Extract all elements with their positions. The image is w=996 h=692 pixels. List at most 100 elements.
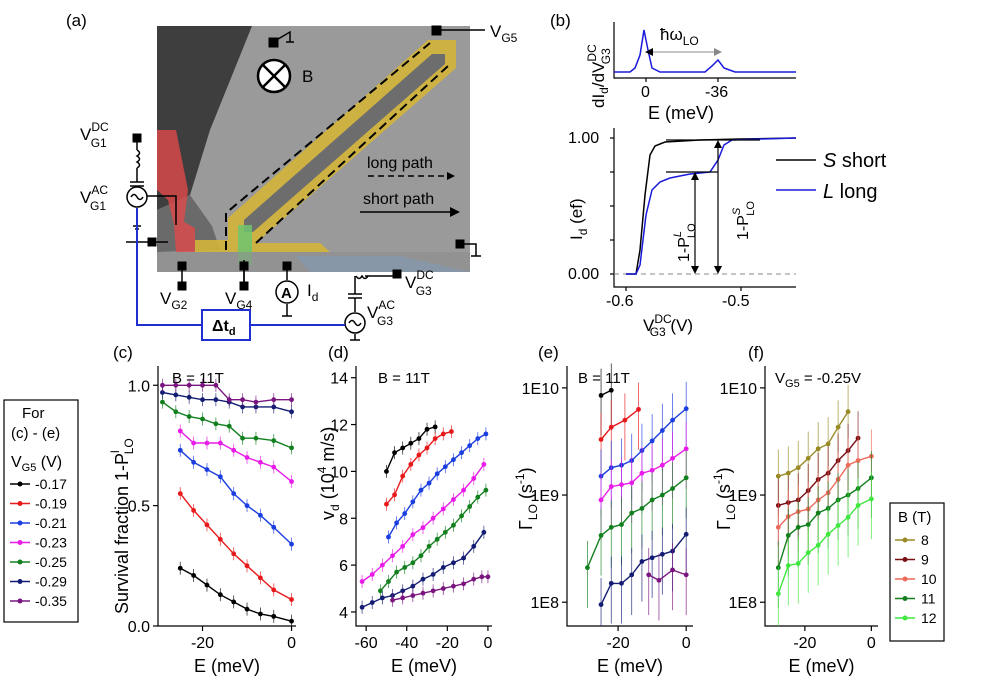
inner-channel	[244, 54, 445, 232]
data-point	[289, 409, 294, 415]
svg-text:-0.6: -0.6	[606, 293, 634, 310]
panel-label-d: (d)	[328, 343, 349, 362]
data-point	[451, 457, 456, 463]
data-point	[271, 524, 277, 530]
data-point	[200, 397, 205, 403]
svg-text:0: 0	[641, 84, 650, 101]
svg-text:0.00: 0.00	[568, 266, 599, 283]
data-point	[430, 515, 436, 521]
data-point	[845, 462, 851, 468]
y-axis-label: ΓLO (s-1)	[513, 467, 540, 530]
data-point	[646, 572, 652, 578]
data-point	[217, 536, 223, 542]
data-point	[598, 393, 604, 398]
legend-ce-label: -0.23	[35, 535, 67, 551]
legend-f-label: 11	[921, 591, 936, 607]
data-point	[394, 520, 399, 526]
y-tick-label: 1E8	[729, 595, 758, 612]
data-point	[217, 592, 223, 598]
y-tick-label: 1E9	[729, 488, 758, 505]
data-point	[289, 445, 294, 451]
data-point	[390, 597, 395, 603]
data-point	[204, 582, 210, 588]
data-point	[442, 464, 448, 470]
legend-ce-marker	[17, 540, 23, 545]
data-point	[670, 567, 675, 573]
data-point	[775, 473, 781, 479]
gate-g1	[157, 130, 195, 252]
data-point	[855, 503, 861, 508]
axis-frame	[566, 366, 693, 627]
data-point	[855, 458, 861, 463]
data-point	[608, 580, 614, 586]
y-tick-label: 6	[339, 558, 348, 575]
data-point	[430, 588, 436, 594]
data-point	[424, 445, 430, 451]
data-point	[160, 390, 165, 395]
legend-ce-marker	[17, 559, 23, 565]
data-point	[805, 455, 811, 461]
svg-text:VG4: VG4	[225, 289, 253, 312]
data-point	[213, 397, 219, 403]
legend-ce-label: -0.29	[35, 574, 67, 590]
data-point	[424, 426, 430, 432]
data-point	[377, 588, 383, 594]
data-point	[619, 522, 624, 528]
data-point	[481, 461, 487, 467]
data-point	[629, 572, 635, 578]
data-point	[461, 487, 466, 493]
series-line-10	[777, 455, 872, 528]
data-point	[410, 499, 416, 505]
data-point	[289, 597, 294, 602]
data-point	[795, 465, 801, 471]
data-point	[432, 436, 438, 442]
data-point	[434, 536, 440, 542]
data-point	[177, 428, 183, 434]
chart-f: 1E8 1E9 1E10 -20 0 E (meV) VG5 = -0.25V ΓLO (s-…	[711, 366, 878, 676]
data-point	[191, 440, 197, 446]
x-axis-label: E (meV)	[597, 656, 663, 676]
data-point	[845, 409, 851, 415]
data-point	[649, 467, 655, 473]
data-point	[271, 404, 277, 410]
y-tick-label: 12	[330, 418, 348, 435]
data-point	[418, 553, 424, 559]
data-point	[656, 577, 662, 583]
data-point	[451, 560, 456, 566]
data-point	[410, 532, 416, 538]
y-tick-label: 1E8	[531, 595, 560, 612]
data-point	[815, 510, 821, 516]
svg-text:VG5: VG5	[490, 22, 518, 45]
data-point	[386, 579, 391, 584]
delay-box: Δtd	[136, 208, 345, 341]
data-point	[217, 474, 223, 480]
data-point	[649, 438, 655, 444]
y-tick-label: 1.0	[128, 378, 150, 395]
data-point	[670, 417, 675, 423]
data-point	[213, 382, 219, 388]
series-line-11	[777, 477, 872, 568]
data-point	[485, 574, 491, 580]
svg-text:For: For	[22, 405, 45, 422]
legend-ce-label: -0.21	[35, 515, 67, 531]
x-axis-label: E (meV)	[194, 656, 260, 676]
data-point	[475, 494, 481, 500]
device-labels: VG5 VDC G1 VAC G1 VG2 VG4 Id VDC G3 VAC G3 l…	[80, 22, 518, 328]
data-point	[160, 382, 165, 388]
data-point	[629, 510, 635, 516]
data-point	[271, 613, 277, 619]
ac-source-g1	[126, 186, 148, 208]
legend-f-marker	[902, 615, 908, 621]
series-line--0.21	[179, 449, 292, 545]
x-tick-label: 0	[682, 635, 691, 652]
data-point	[253, 435, 259, 441]
data-point	[785, 470, 791, 476]
data-point	[459, 513, 464, 519]
data-point	[442, 529, 448, 535]
data-point	[608, 387, 614, 393]
svg-text:VG5 (V): VG5 (V)	[11, 454, 62, 474]
data-point	[639, 470, 645, 476]
data-point	[434, 471, 440, 477]
